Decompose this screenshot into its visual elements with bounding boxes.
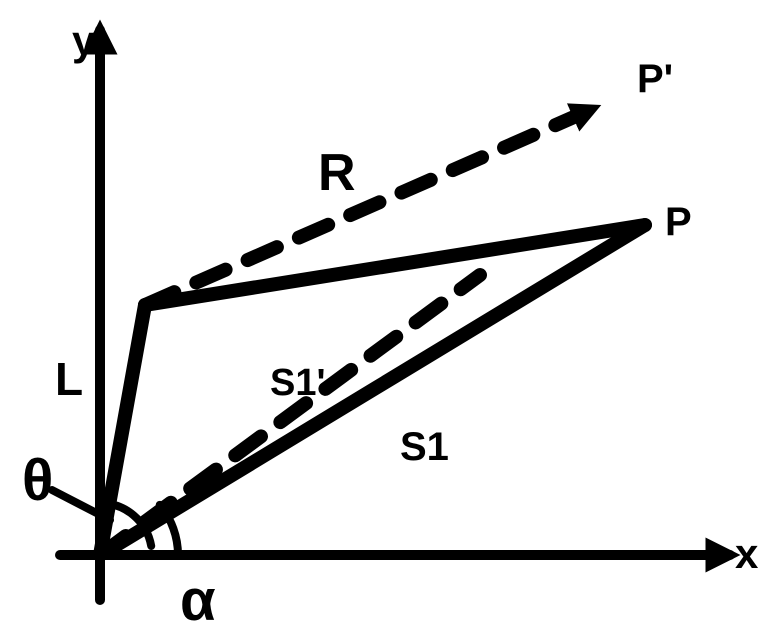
label-x: x [735, 530, 759, 577]
label-p: P [665, 200, 692, 244]
label-alpha: α [180, 568, 216, 628]
label-s1-prime: S1' [270, 362, 326, 404]
label-y: y [72, 17, 96, 64]
label-s1: S1 [400, 425, 449, 469]
label-p-prime: P' [637, 57, 673, 101]
label-l: L [55, 353, 83, 405]
vector-diagram: y x P' P R L S1' S1 θ α [0, 0, 767, 628]
label-r: R [318, 144, 356, 202]
solid-links [100, 225, 645, 555]
label-theta: θ [22, 448, 53, 513]
